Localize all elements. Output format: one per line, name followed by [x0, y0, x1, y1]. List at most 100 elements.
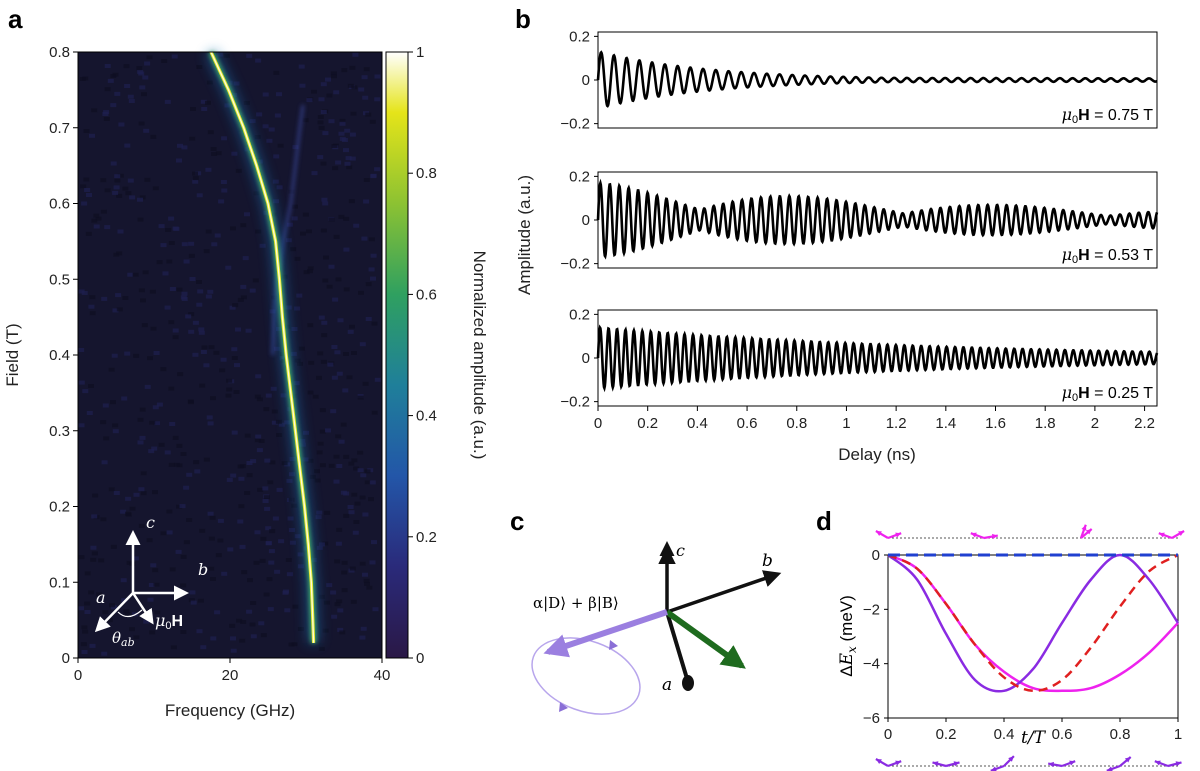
heatmap-noise-cell — [299, 83, 306, 88]
heatmap-noise-cell — [116, 193, 123, 198]
heatmap-noise-cell — [120, 509, 127, 514]
heatmap-noise-cell — [203, 457, 210, 462]
heatmap-noise-cell — [341, 570, 348, 575]
heatmap-noise-cell — [294, 534, 301, 539]
heatmap-noise-cell — [266, 577, 273, 582]
heatmap-noise-cell — [264, 458, 271, 463]
heatmap-noise-cell — [330, 409, 337, 414]
heatmap-noise-cell — [176, 158, 182, 163]
heatmap-noise-cell — [246, 461, 253, 465]
spin-arrowhead — [895, 532, 902, 538]
heatmap-noise-cell — [168, 386, 175, 391]
heatmap-noise-cell — [124, 143, 131, 148]
heatmap-noise-cell — [280, 393, 287, 398]
heatmap-noise-cell — [272, 179, 279, 184]
heatmap-noise-cell — [250, 459, 257, 464]
heatmap-noise-cell — [333, 454, 340, 459]
heatmap-noise-cell — [142, 270, 149, 275]
heatmap-noise-cell — [150, 134, 157, 139]
heatmap-noise-cell — [331, 614, 338, 619]
heatmap-noise-cell — [263, 407, 270, 412]
heatmap-noise-cell — [83, 177, 90, 182]
heatmap-noise-cell — [370, 253, 377, 258]
heatmap-background — [78, 52, 382, 658]
heatmap-noise-cell — [193, 460, 200, 465]
heatmap-noise-cell — [180, 452, 187, 456]
heatmap-noise-cell — [216, 52, 223, 57]
heatmap-noise-cell — [239, 544, 246, 549]
heatmap-noise-cell — [291, 216, 298, 221]
heatmap-noise-cell — [369, 560, 376, 565]
heatmap-noise-cell — [273, 346, 280, 351]
heatmap-noise-cell — [91, 551, 98, 556]
heatmap-noise-cell — [166, 509, 173, 514]
heatmap-noise-cell — [282, 590, 289, 595]
heatmap-noise-cell — [152, 568, 159, 573]
y-tick-label: 0.6 — [49, 196, 70, 213]
heatmap-noise-cell — [192, 320, 199, 325]
heatmap-noise-cell — [327, 362, 334, 367]
heatmap-noise-cell — [153, 582, 160, 587]
heatmap-noise-cell — [113, 185, 120, 190]
inset-theta-label: θab — [112, 629, 135, 649]
heatmap-noise-cell — [205, 229, 212, 234]
heatmap-noise-cell — [88, 304, 95, 309]
heatmap-noise-cell — [370, 276, 376, 281]
heatmap-noise-cell — [246, 473, 253, 478]
heatmap-noise-cell — [363, 67, 370, 72]
heatmap-noise-cell — [197, 289, 204, 294]
panel-b-x-label: Delay (ns) — [838, 445, 915, 464]
heatmap-noise-cell — [214, 610, 221, 615]
heatmap-noise-cell — [112, 423, 119, 428]
x-tick-label: 1.8 — [1035, 415, 1056, 432]
heatmap-noise-cell — [189, 136, 196, 141]
heatmap-noise-cell — [240, 620, 247, 624]
heatmap-noise-cell — [323, 600, 330, 605]
heatmap-noise-cell — [137, 197, 143, 202]
heatmap-noise-cell — [314, 478, 321, 483]
heatmap-noise-cell — [263, 495, 270, 500]
heatmap-noise-cell — [113, 491, 120, 495]
heatmap-noise-cell — [169, 422, 176, 426]
heatmap-noise-cell — [262, 124, 269, 129]
heatmap-noise-cell — [255, 434, 262, 439]
colorbar-tick-label: 0.2 — [416, 529, 437, 546]
heatmap-noise-cell — [333, 234, 340, 239]
heatmap-noise-cell — [192, 176, 199, 181]
heatmap-noise-cell — [144, 384, 151, 389]
heatmap-noise-cell — [293, 381, 300, 386]
spin-arrowhead — [1124, 757, 1131, 763]
heatmap-noise-cell — [78, 289, 85, 294]
heatmap-noise-cell — [208, 536, 215, 541]
heatmap-noise-cell — [189, 277, 196, 281]
heatmap-noise-cell — [333, 90, 340, 95]
heatmap-noise-cell — [117, 173, 124, 178]
colorbar-label: Normalized amplitude (a.u.) — [470, 251, 489, 460]
heatmap-noise-cell — [120, 578, 127, 583]
heatmap-noise-cell — [129, 195, 136, 200]
heatmap-noise-cell — [176, 287, 183, 292]
heatmap-noise-cell — [294, 358, 301, 363]
heatmap-noise-cell — [188, 312, 195, 317]
heatmap-noise-cell — [141, 92, 147, 97]
heatmap-noise-cell — [369, 480, 376, 485]
x-tick-label: 0 — [74, 667, 82, 684]
heatmap-noise-cell — [338, 439, 345, 444]
heatmap-noise-cell — [230, 648, 237, 653]
heatmap-noise-cell — [321, 197, 328, 202]
heatmap-noise-cell — [357, 450, 364, 455]
spin-arrow-pair — [875, 530, 902, 540]
heatmap-noise-cell — [341, 68, 348, 73]
heatmap-noise-cell — [226, 387, 233, 392]
heatmap-noise-cell — [91, 514, 98, 519]
heatmap-noise-cell — [292, 145, 299, 150]
heatmap-noise-cell — [171, 54, 178, 59]
heatmap-noise-cell — [205, 100, 211, 105]
heatmap-noise-cell — [88, 384, 94, 388]
heatmap-noise-cell — [111, 353, 118, 358]
heatmap-noise-cell — [347, 329, 354, 334]
heatmap-noise-cell — [322, 541, 329, 546]
heatmap-noise-cell — [318, 315, 325, 320]
heatmap-noise-cell — [146, 538, 153, 543]
heatmap-noise-cell — [334, 602, 341, 607]
